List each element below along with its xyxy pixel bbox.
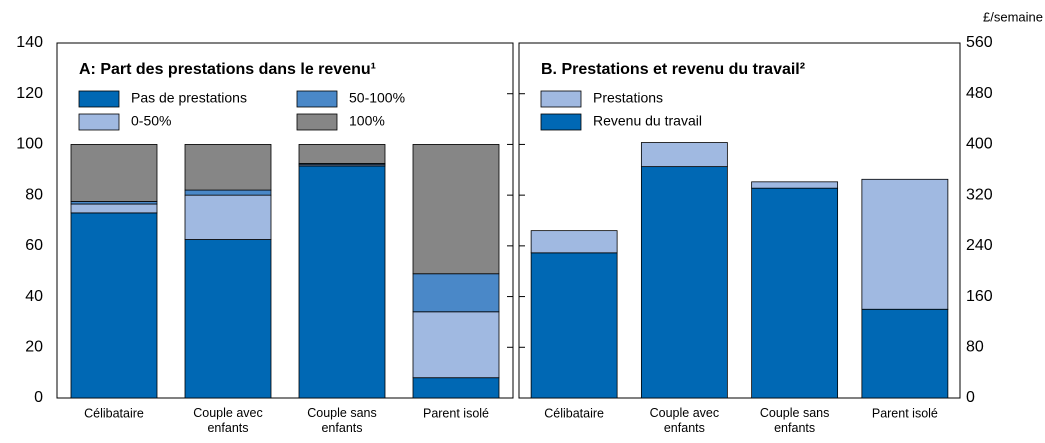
legend-swatch (540, 90, 582, 108)
bar-segment (530, 252, 618, 399)
y-tick-label: 80 (966, 339, 984, 356)
legend-label: 50-100% (349, 90, 405, 106)
legend-swatch (78, 90, 120, 108)
y-axis-label: £/semaine (983, 9, 1043, 24)
bar-segment (412, 377, 500, 399)
bar-segment (70, 212, 158, 399)
legend-label: Revenu du travail (593, 113, 702, 129)
x-tick-label: Célibataire (544, 406, 604, 420)
bar-segment (298, 165, 386, 399)
bar-segment (751, 181, 839, 189)
bar-segment (184, 239, 272, 399)
bar-segment (70, 203, 158, 214)
bar-segment (184, 194, 272, 240)
bar-segment (640, 166, 728, 399)
x-tick-label: Couple sans enfants (760, 406, 830, 435)
bar-segment (70, 144, 158, 202)
bar-segment (298, 144, 386, 164)
x-tick-label: Couple avec enfants (193, 406, 263, 435)
x-tick-label: Parent isolé (423, 406, 489, 420)
y-tick-label: 0 (34, 389, 43, 406)
y-tick-label: 20 (25, 339, 43, 356)
bar-segment (184, 189, 272, 196)
legend-swatch (296, 113, 338, 131)
y-tick-label: 320 (966, 186, 993, 203)
y-tick-label: 100 (16, 136, 43, 153)
panel-title: A: Part des prestations dans le revenu¹ (79, 61, 376, 78)
plot-frame (518, 42, 961, 399)
y-tick-label: 0 (966, 389, 975, 406)
x-tick-label: Couple avec enfants (650, 406, 720, 435)
y-tick-label: 240 (966, 237, 993, 254)
y-tick-label: 80 (25, 186, 43, 203)
bar-segment (412, 311, 500, 379)
x-tick-label: Célibataire (84, 406, 144, 420)
legend-label: Pas de prestations (131, 90, 247, 106)
legend-label: Prestations (593, 90, 663, 106)
y-tick-label: 400 (966, 136, 993, 153)
bar-segment (412, 144, 500, 275)
bar-segment (640, 142, 728, 168)
x-tick-label: Parent isolé (872, 406, 938, 420)
y-tick-label: 560 (966, 34, 993, 51)
bar-segment (412, 273, 500, 313)
panel-title: B. Prestations et revenu du travail² (541, 61, 805, 78)
legend-swatch (296, 90, 338, 108)
y-tick-label: 160 (966, 288, 993, 305)
bar-segment (530, 230, 618, 254)
legend-swatch (540, 113, 582, 131)
plot-frame (56, 42, 514, 399)
legend-label: 0-50% (131, 113, 171, 129)
y-tick-label: 480 (966, 85, 993, 102)
bar-segment (861, 308, 949, 399)
y-tick-label: 60 (25, 237, 43, 254)
y-tick-label: 120 (16, 85, 43, 102)
bar-segment (184, 144, 272, 191)
legend-label: 100% (349, 113, 385, 129)
y-tick-label: 40 (25, 288, 43, 305)
legend-swatch (78, 113, 120, 131)
bar-segment (751, 187, 839, 399)
y-tick-label: 140 (16, 34, 43, 51)
bar-segment (861, 178, 949, 310)
x-tick-label: Couple sans enfants (307, 406, 377, 435)
